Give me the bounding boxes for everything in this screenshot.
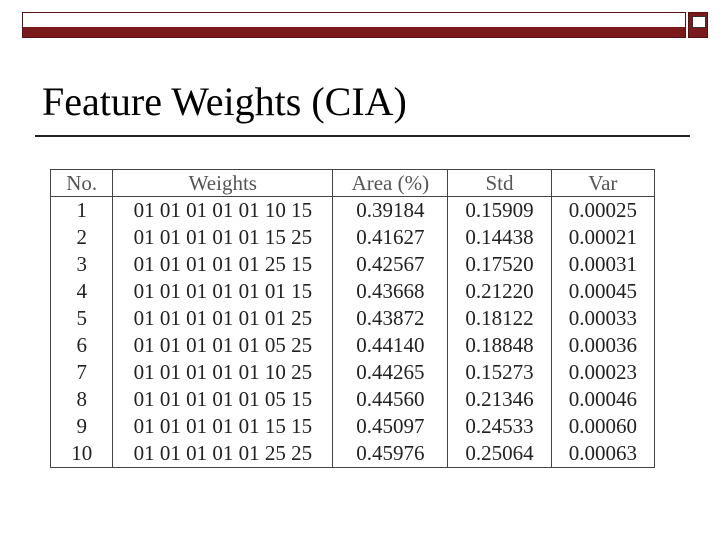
table-cell: 1 [49, 196, 113, 224]
table-cell: 0.44560 [332, 386, 448, 413]
table-cell: 0.43872 [332, 305, 448, 332]
table-cell: 2 [49, 224, 113, 251]
table-cell: 01 01 01 01 01 05 25 [112, 332, 333, 359]
table-row: 1 01 01 01 01 01 10 15 0.39184 0.15909 0.000… [49, 196, 655, 224]
table-cell: 01 01 01 01 01 01 25 [112, 305, 333, 332]
table-cell: 0.44140 [332, 332, 448, 359]
table-cell: 01 01 01 01 01 25 15 [112, 251, 333, 278]
table-row: 9 01 01 01 01 01 15 15 0.45097 0.24533 0.000… [49, 413, 655, 440]
table-cell: 0.15909 [447, 196, 552, 224]
table-cell: 0.21346 [447, 386, 552, 413]
top-bar [22, 12, 686, 38]
table-cell: 0.17520 [447, 251, 552, 278]
corner-box [688, 12, 708, 38]
table-cell: 0.45097 [332, 413, 448, 440]
table-cell: 0.39184 [332, 196, 448, 224]
table-cell: 01 01 01 01 01 10 15 [112, 196, 333, 224]
table-row: 5 01 01 01 01 01 01 25 0.43872 0.18122 0.000… [49, 305, 655, 332]
table-cell: 3 [49, 251, 113, 278]
table-cell: 0.00036 [550, 332, 655, 359]
header-cell: Var [550, 169, 655, 197]
table-cell: 0.44265 [332, 359, 448, 386]
table-cell: 0.00033 [550, 305, 655, 332]
table-cell: 01 01 01 01 01 05 15 [112, 386, 333, 413]
header-cell: No. [49, 169, 113, 197]
table-cell: 4 [49, 278, 113, 305]
weights-table: No. Weights Area (%) Std Var 1 01 01 01 01 01… [49, 169, 655, 468]
table-cell: 0.15273 [447, 359, 552, 386]
table-row: 6 01 01 01 01 01 05 25 0.44140 0.18848 0.000… [49, 332, 655, 359]
top-band [23, 27, 685, 37]
table-cell: 01 01 01 01 01 15 15 [112, 413, 333, 440]
table-cell: 01 01 01 01 01 01 15 [112, 278, 333, 305]
header-cell: Std [447, 169, 552, 197]
table-cell: 10 [49, 440, 113, 468]
table-cell: 01 01 01 01 01 15 25 [112, 224, 333, 251]
table-cell: 0.41627 [332, 224, 448, 251]
table-cell: 0.00046 [550, 386, 655, 413]
table-row: 10 01 01 01 01 01 25 25 0.45976 0.25064 0.00… [49, 440, 655, 468]
table-row: 8 01 01 01 01 01 05 15 0.44560 0.21346 0.000… [49, 386, 655, 413]
table-cell: 0.21220 [447, 278, 552, 305]
header-cell: Area (%) [332, 169, 448, 197]
table-cell: 0.43668 [332, 278, 448, 305]
table-row: 2 01 01 01 01 01 15 25 0.41627 0.14438 0.000… [49, 224, 655, 251]
table-cell: 01 01 01 01 01 25 25 [112, 440, 333, 468]
table-body: 1 01 01 01 01 01 10 15 0.39184 0.15909 0.000… [49, 196, 655, 468]
title-rule [35, 135, 690, 137]
table-cell: 0.00060 [550, 413, 655, 440]
table-cell: 0.00025 [550, 196, 655, 224]
table-cell: 8 [49, 386, 113, 413]
table-cell: 0.00063 [550, 440, 655, 468]
table-cell: 6 [49, 332, 113, 359]
table-cell: 7 [49, 359, 113, 386]
table-cell: 0.18848 [447, 332, 552, 359]
table-cell: 0.42567 [332, 251, 448, 278]
table-row: 7 01 01 01 01 01 10 25 0.44265 0.15273 0.000… [49, 359, 655, 386]
table-cell: 0.24533 [447, 413, 552, 440]
table-cell: 0.14438 [447, 224, 552, 251]
table-cell: 5 [49, 305, 113, 332]
table-cell: 0.18122 [447, 305, 552, 332]
table-cell: 0.00023 [550, 359, 655, 386]
table-cell: 0.25064 [447, 440, 552, 468]
table-row: 4 01 01 01 01 01 01 15 0.43668 0.21220 0.000… [49, 278, 655, 305]
header-row: No. Weights Area (%) Std Var [49, 169, 655, 197]
table-cell: 9 [49, 413, 113, 440]
table-cell: 0.00021 [550, 224, 655, 251]
corner-square [692, 16, 706, 28]
table-row: 3 01 01 01 01 01 25 15 0.42567 0.17520 0.000… [49, 251, 655, 278]
table-cell: 0.00045 [550, 278, 655, 305]
table-cell: 01 01 01 01 01 10 25 [112, 359, 333, 386]
slide-title: Feature Weights (CIA) [42, 79, 407, 124]
table-cell: 0.45976 [332, 440, 448, 468]
table-cell: 0.00031 [550, 251, 655, 278]
header-cell: Weights [112, 169, 333, 197]
